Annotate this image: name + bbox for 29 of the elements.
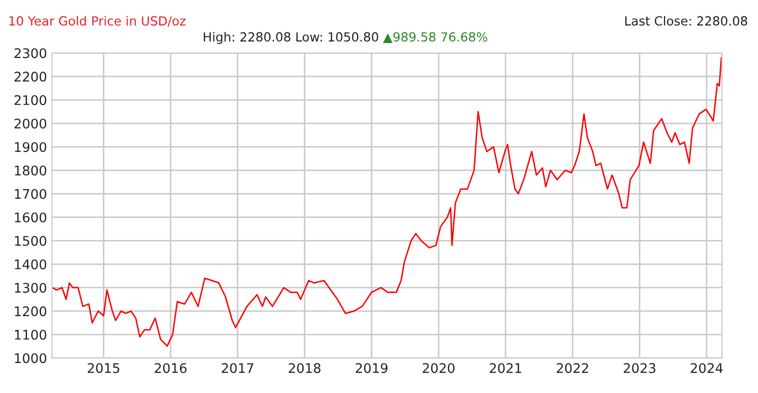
chart-title: 10 Year Gold Price in USD/oz: [9, 16, 186, 27]
text: ▲989.58 76.68%: [383, 32, 488, 43]
y-tick-label: 2300: [14, 48, 46, 58]
y-tick-label: 1600: [15, 212, 46, 222]
text: Last Close: 2280.08: [625, 16, 748, 26]
y-tick-label: 1500: [15, 236, 46, 246]
y-tick-label: 1100: [15, 330, 46, 340]
x-tick-label: 2016: [154, 363, 187, 374]
y-tick-label: 1000: [15, 353, 46, 364]
x-tick-label: 2015: [88, 363, 120, 374]
x-tick-label: 2022: [556, 363, 588, 374]
y-tick-label: 2000: [14, 118, 46, 129]
x-tick-label: 2020: [422, 363, 455, 374]
x-tick-label: 2017: [222, 363, 254, 374]
y-tick-label: 1200: [15, 306, 46, 316]
line-series: [52, 56, 722, 347]
y-tick-label: 1900: [15, 142, 46, 152]
y-tick-label: 2100: [14, 95, 46, 106]
x-tick-label: 2019: [356, 363, 388, 374]
x-tick-label: 2024: [690, 363, 723, 374]
x-tick-label: 2023: [624, 363, 656, 374]
y-tick-label: 2200: [14, 72, 46, 82]
y-tick-label: 1400: [15, 259, 46, 270]
chart-subtitle: High: 2280.08 Low: 1050.80: [204, 32, 378, 44]
y-tick-label: 1800: [15, 166, 46, 176]
y-tick-label: 1700: [15, 188, 46, 199]
x-tick-label: 2021: [490, 363, 522, 374]
y-tick-label: 1300: [15, 282, 46, 293]
x-tick-label: 2018: [288, 363, 320, 374]
